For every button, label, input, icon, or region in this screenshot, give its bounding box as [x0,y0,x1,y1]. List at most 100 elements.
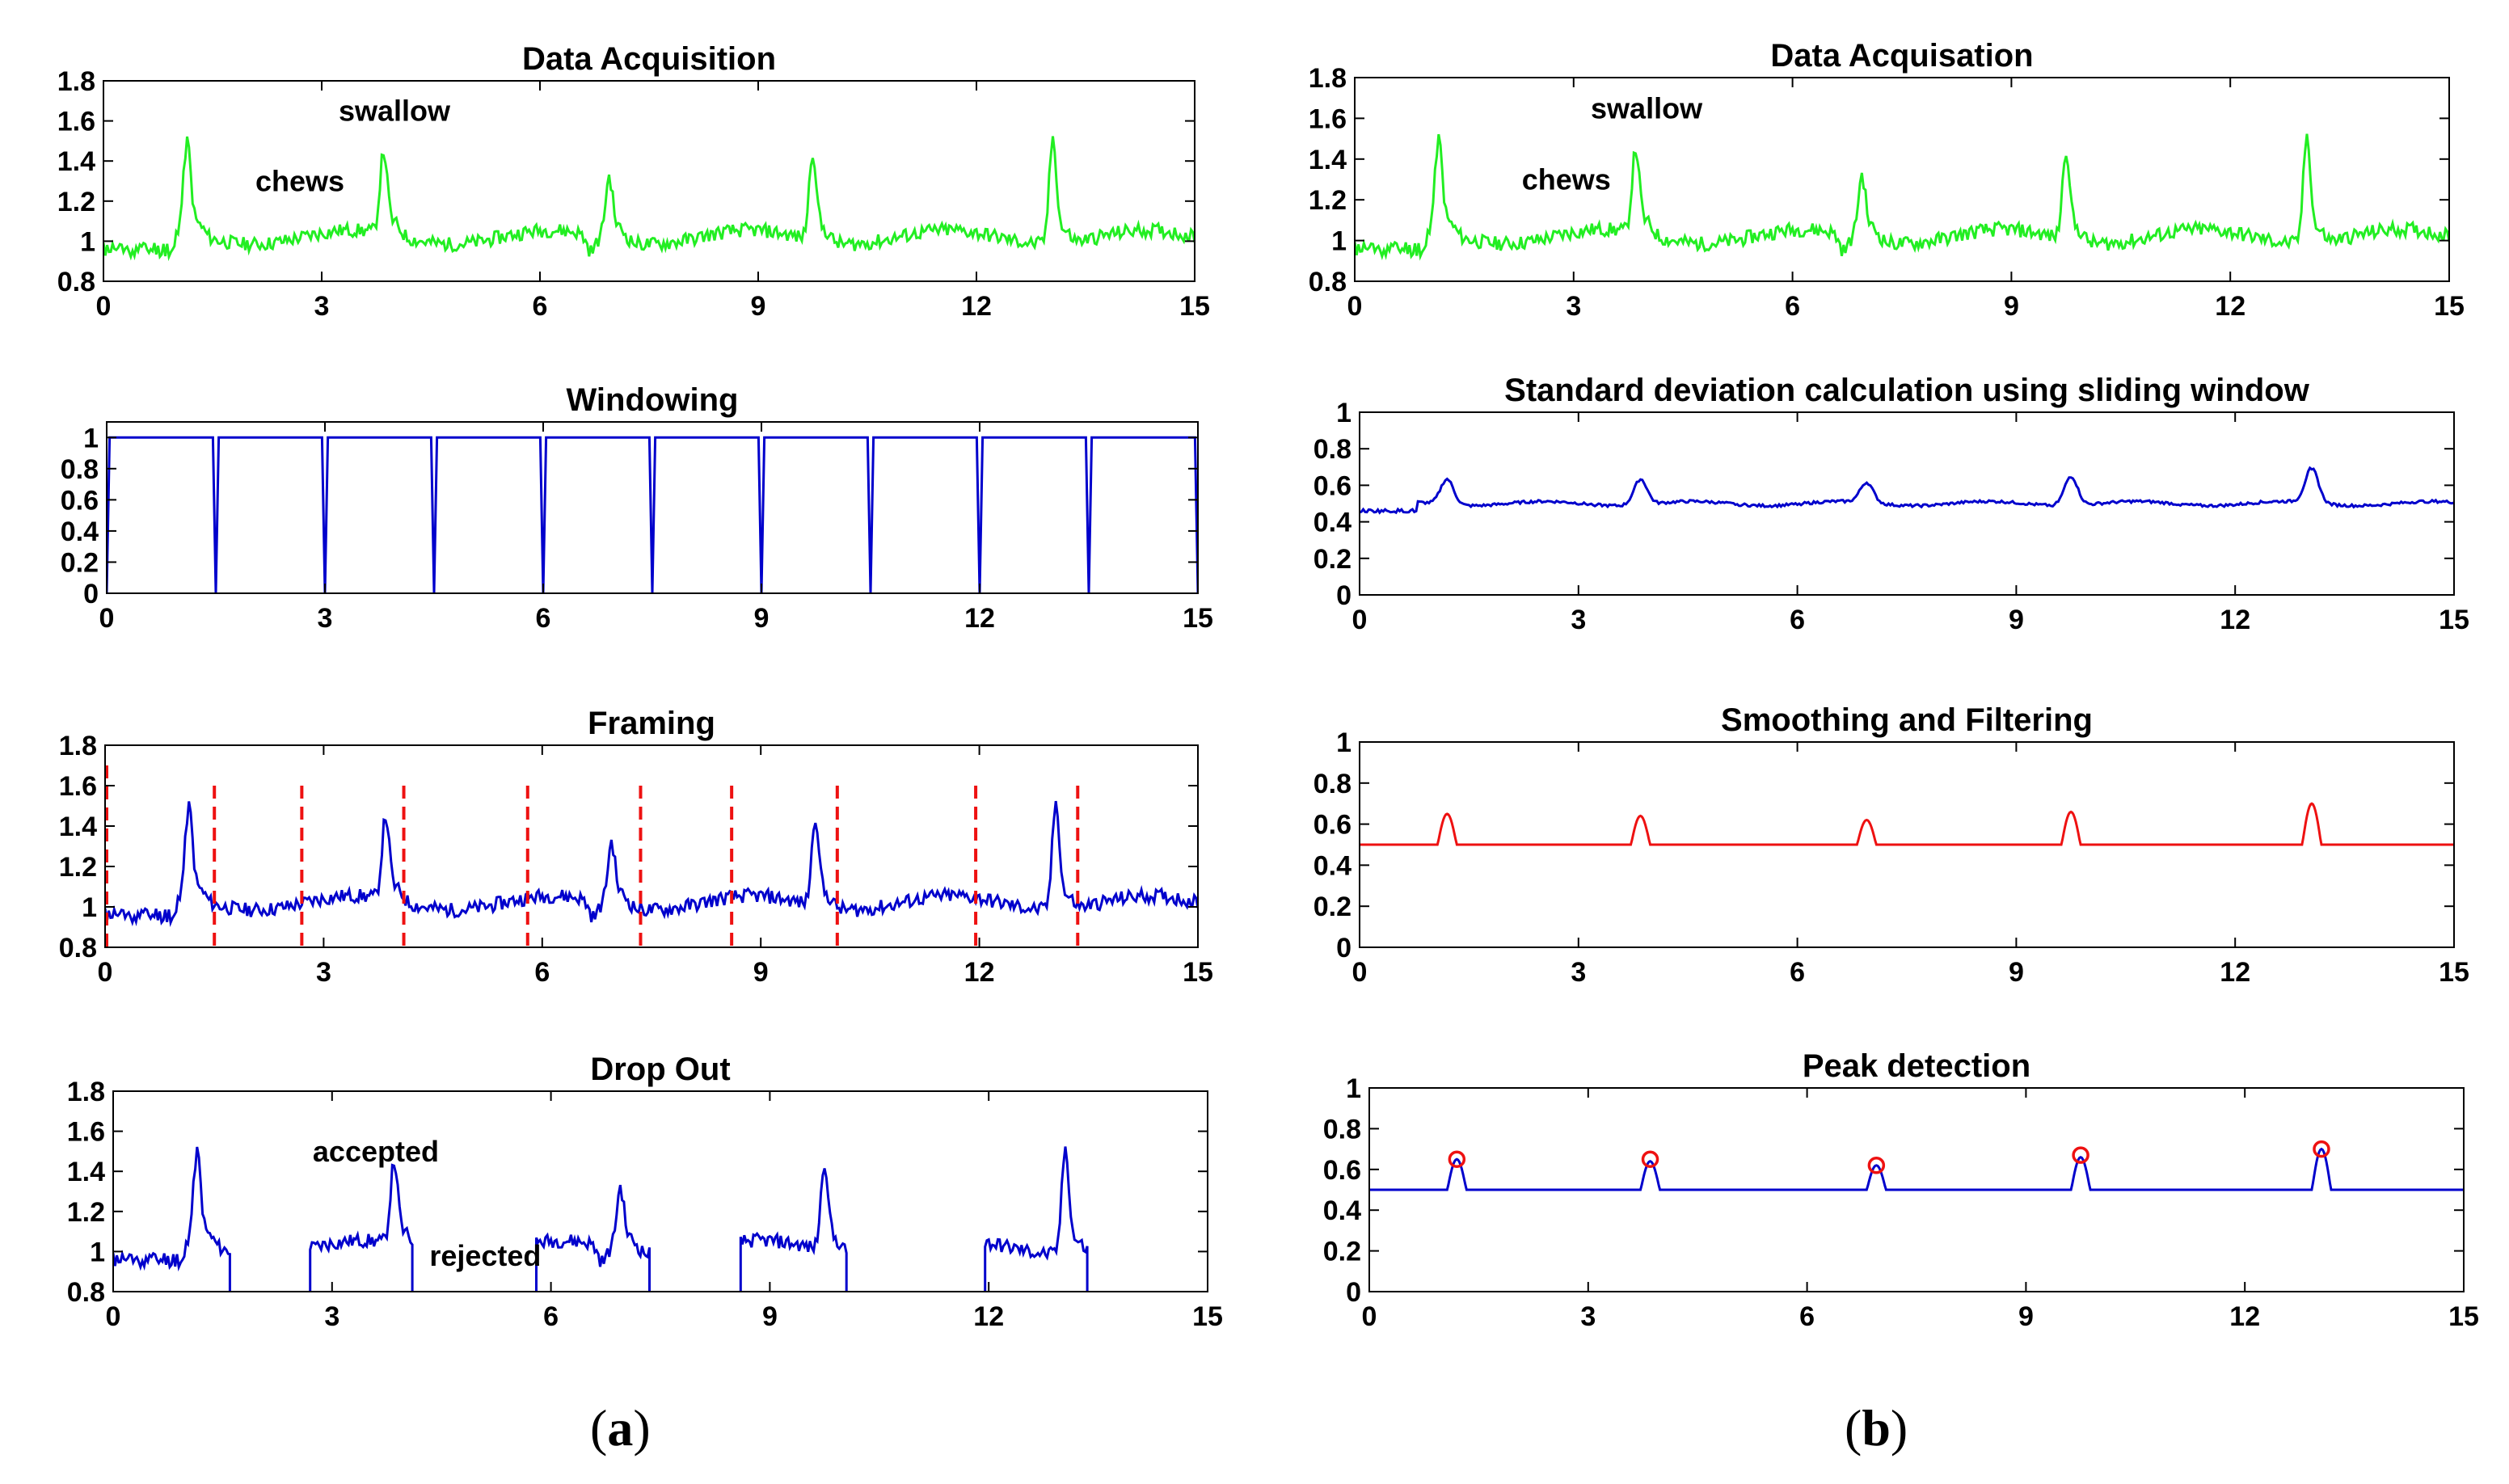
axes-box [104,744,1199,948]
y-tick-label: 1.2 [57,187,95,217]
x-tick-label: 15 [2434,291,2465,322]
x-tick-label: 3 [1580,1301,1596,1332]
x-tick-label: 6 [1790,957,1805,988]
y-tick-label: 1.2 [67,1197,105,1228]
series-segment [739,1168,848,1292]
x-tick-label: 6 [543,1301,559,1332]
y-tick-label: 1 [1336,727,1351,758]
x-tick-label: 0 [1352,957,1368,988]
y-tick-label: 0.6 [61,485,99,516]
y-tick-label: 0.4 [1314,850,1351,881]
chart-b1: Data Acquisation 0 3 6 9 12 15 0.8 1 1.2 1.4 1.6 1.8… [1309,38,2465,322]
x-tick-label: 3 [1571,957,1586,988]
chart-title: Data Acquisition [522,41,776,77]
x-tick-label: 12 [964,957,995,988]
x-tick-label: 15 [1179,291,1210,322]
y-tick-label: 0.8 [57,267,95,297]
y-tick-label: 0.4 [1314,508,1351,538]
y-tick-label: 0.2 [1323,1237,1361,1267]
x-tick-label: 3 [324,1301,339,1332]
x-tick-label: 3 [316,957,331,988]
y-tick-label: 0 [83,579,99,609]
peak-marker [2313,1140,2330,1158]
x-tick-label: 9 [2009,605,2024,635]
chart-a2: Windowing 0 3 6 9 12 15 00.20.40.60.81 [61,382,1213,634]
x-tick-label: 12 [2220,605,2250,635]
series-segment [113,1146,231,1292]
y-tick-label: 1.6 [59,771,97,802]
axes-box [112,1090,1208,1292]
y-tick-label: 0 [1346,1277,1361,1308]
x-tick-label: 0 [99,603,115,634]
x-tick-label: 15 [2448,1301,2479,1332]
series-segment [984,1146,1089,1292]
y-tick-label: 0.8 [59,933,97,963]
y-tick-label: 1.8 [67,1077,105,1107]
y-tick-label: 1.6 [57,107,95,137]
y-tick-label: 0.6 [1323,1155,1361,1186]
x-tick-label: 9 [754,603,770,634]
x-tick-label: 6 [534,957,550,988]
y-tick-label: 0.8 [67,1277,105,1308]
axes-box [106,421,1199,594]
y-tick-label: 0.6 [1314,810,1351,841]
x-tick-label: 0 [1362,1301,1377,1332]
y-tick-label: 0.8 [61,454,99,485]
x-tick-label: 12 [2220,957,2250,988]
chart-a3: Framing 0 3 6 9 12 15 0.8 1 1.2 1.4 1.6 1.8 [59,706,1213,988]
y-tick-label: 0.2 [61,547,99,578]
peak-marker [1867,1157,1886,1174]
y-tick-label: 0.4 [1323,1195,1361,1226]
chart-b2: Standard deviation calculation using sli… [1314,373,2469,635]
axes-box [1368,1087,2465,1292]
x-tick-label: 6 [1799,1301,1815,1332]
peak-marker [1641,1150,1659,1168]
series-line [1369,1147,2464,1191]
y-tick-label: 1.8 [1309,63,1347,94]
x-tick-label: 15 [2439,957,2469,988]
x-tick-label: 12 [973,1301,1004,1332]
y-tick-label: 0 [1336,580,1351,611]
y-tick-label: 1 [90,1237,105,1267]
x-tick-label: 9 [753,957,769,988]
x-tick-label: 15 [1183,957,1213,988]
series-line [1360,466,2454,515]
x-tick-label: 12 [2229,1301,2260,1332]
y-tick-label: 1.4 [57,146,95,177]
y-tick-label: 0.2 [1314,544,1351,575]
axes-box [1354,77,2450,282]
x-tick-label: 0 [98,957,113,988]
y-tick-label: 1.4 [1309,145,1347,175]
axes-box [1359,411,2455,596]
y-tick-label: 1 [82,892,97,923]
chart-title: Framing [588,706,715,741]
chart-title: Drop Out [590,1052,730,1087]
series-line [1355,133,2449,261]
x-tick-label: 15 [1192,1301,1223,1332]
chart-title: Peak detection [1803,1048,2030,1084]
y-tick-label: 1 [1336,398,1351,428]
series-segment [309,1163,414,1292]
x-tick-label: 9 [762,1301,778,1332]
x-tick-label: 6 [1785,291,1800,322]
chart-title: Windowing [567,382,739,418]
x-tick-label: 9 [2009,957,2024,988]
x-tick-label: 12 [2215,291,2245,322]
y-tick-label: 0.8 [1323,1114,1361,1145]
chart-b3: Smoothing and Filtering 0 3 6 9 12 15 0 0.2 0.4 0.… [1314,702,2469,988]
x-tick-label: 6 [533,291,548,322]
series-line [107,436,1198,593]
x-tick-label: 3 [1571,605,1586,635]
chart-a1: Data Acquisition 0 3 6 9 12 15 0.8 1 1.2 1.4 1.6 1.8… [57,41,1210,322]
annotation-label: swallow [339,95,451,128]
panel-label-b: (b) [1845,1399,1908,1457]
axes-box [1359,741,2455,948]
y-tick-label: 0.4 [61,516,99,547]
x-tick-label: 0 [1352,605,1368,635]
chart-title: Smoothing and Filtering [1721,702,2093,738]
y-tick-label: 1.6 [1309,103,1347,134]
chart-title: Standard deviation calculation using sli… [1504,373,2310,408]
series-line [103,136,1195,262]
annotation-label: accepted [313,1135,439,1168]
